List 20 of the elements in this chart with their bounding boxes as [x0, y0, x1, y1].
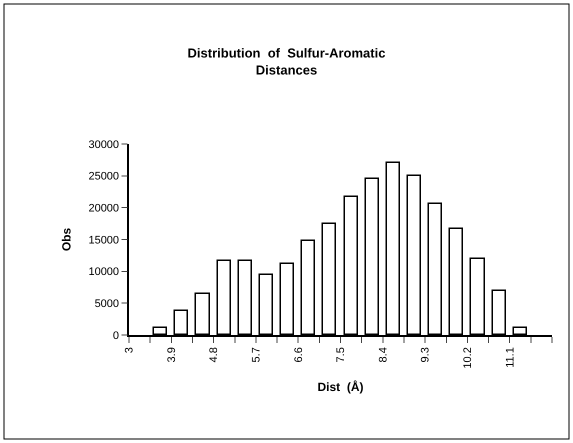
- y-tick-label: 20000: [88, 202, 120, 215]
- x-tick-label: 3.9: [166, 347, 178, 362]
- x-tick-label: 8.4: [377, 347, 390, 362]
- y-tick-label: 30000: [88, 138, 120, 151]
- x-tick-label: 10.2: [462, 347, 474, 369]
- x-tick-label: 5.7: [250, 347, 262, 362]
- x-axis-title: Dist (Å): [318, 380, 364, 394]
- x-tick-label: 7.5: [335, 347, 348, 362]
- x-tick-label: 11.1: [504, 347, 516, 368]
- y-tick-label: 15000: [88, 234, 120, 246]
- y-tick-label: 0: [112, 330, 120, 342]
- x-tick-label: 9.3: [420, 347, 432, 362]
- y-tick-label: 5000: [94, 298, 120, 310]
- x-tick-label: 3: [124, 347, 136, 354]
- x-tick-label: 6.6: [292, 347, 305, 362]
- y-tick-label: 10000: [88, 266, 120, 278]
- chart-title: Distribution of Sulfur-Aromatic Distances: [188, 46, 386, 78]
- y-tick-label: 25000: [88, 170, 120, 183]
- x-tick-label: 4.8: [208, 347, 220, 362]
- y-axis-title: Obs: [59, 228, 74, 252]
